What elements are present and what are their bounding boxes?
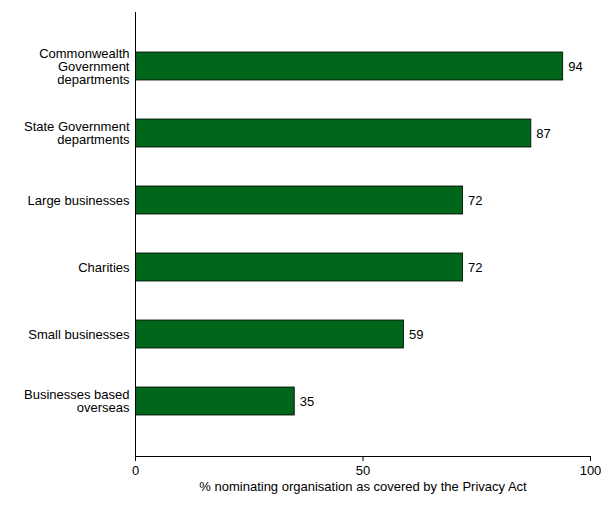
svg-text:94: 94 [568, 59, 582, 74]
svg-text:59: 59 [409, 327, 423, 342]
svg-text:72: 72 [468, 260, 482, 275]
svg-text:87: 87 [536, 126, 550, 141]
svg-text:State Governmentdepartments: State Governmentdepartments [24, 119, 130, 147]
svg-text:50: 50 [356, 463, 370, 478]
svg-text:Charities: Charities [78, 260, 130, 275]
svg-text:100: 100 [580, 463, 602, 478]
svg-text:Businesses basedoverseas: Businesses basedoverseas [24, 387, 130, 415]
svg-text:35: 35 [300, 394, 314, 409]
svg-text:72: 72 [468, 193, 482, 208]
svg-text:CommonwealthGovernmentdepartme: CommonwealthGovernmentdepartments [39, 46, 130, 87]
svg-text:Small businesses: Small businesses [28, 327, 130, 342]
svg-text:Large businesses: Large businesses [28, 193, 130, 208]
svg-text:% nominating organisation as c: % nominating organisation as covered by … [199, 479, 527, 494]
svg-text:0: 0 [132, 463, 139, 478]
